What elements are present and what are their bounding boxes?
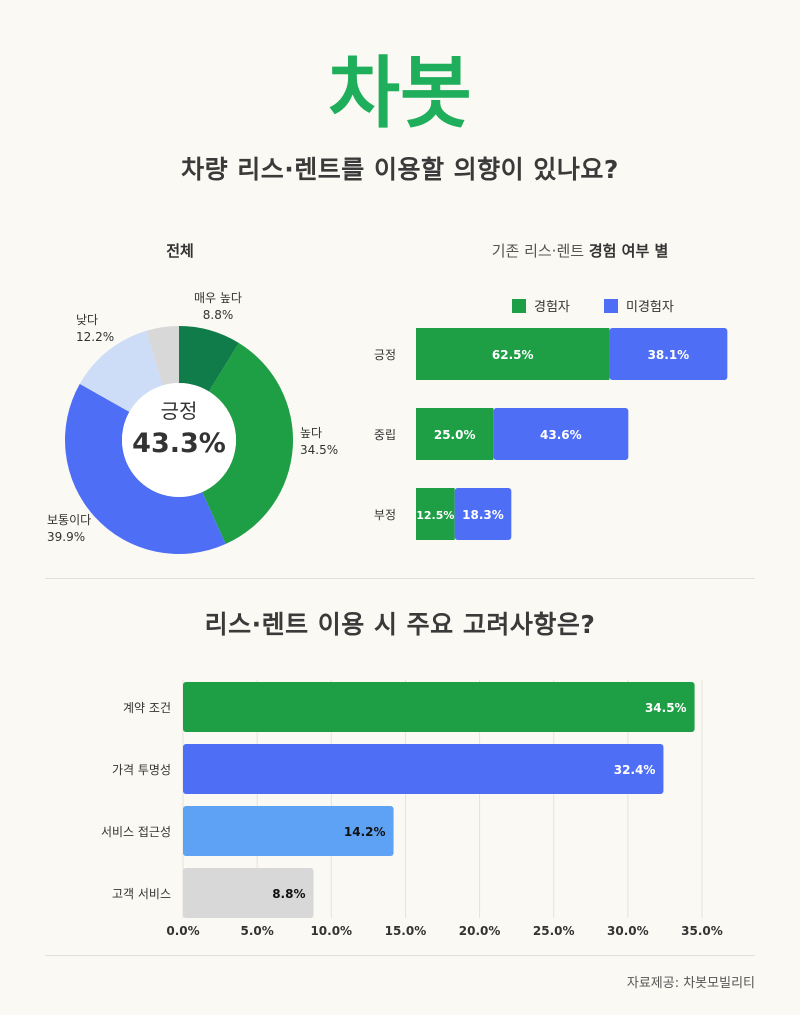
slice-label-low: 낮다 12.2% bbox=[76, 312, 136, 346]
bar-value-label: 18.3% bbox=[462, 508, 504, 522]
bar-value-label: 12.5% bbox=[416, 509, 454, 522]
bar-value-label: 62.5% bbox=[492, 348, 534, 362]
bar-value-label: 34.5% bbox=[645, 701, 687, 715]
category-label: 서비스 접근성 bbox=[101, 825, 171, 839]
donut-center-value: 43.3% bbox=[132, 428, 226, 459]
bar bbox=[183, 744, 664, 794]
donut-chart: 긍정 43.3% bbox=[65, 326, 294, 554]
bar-value-label: 32.4% bbox=[614, 763, 656, 777]
donut-center-label: 긍정 bbox=[161, 399, 198, 423]
category-label: 부정 bbox=[374, 508, 396, 522]
section-divider bbox=[45, 955, 755, 956]
slice-label-text: 낮다 bbox=[76, 313, 99, 327]
bar-value-label: 43.6% bbox=[540, 428, 582, 442]
stacked-chart-title-prefix: 기존 리스·렌트 bbox=[491, 242, 585, 260]
slice-label-very-high: 매우 높다 8.8% bbox=[178, 290, 258, 324]
stacked-bar-segment bbox=[609, 328, 728, 380]
donut-slice-4 bbox=[146, 326, 179, 386]
slice-label-value: 12.2% bbox=[76, 330, 115, 344]
bar-value-label: 14.2% bbox=[344, 825, 386, 839]
x-tick-label: 15.0% bbox=[385, 924, 427, 938]
donut-slice-3 bbox=[79, 330, 163, 412]
stacked-bar-segment bbox=[454, 488, 512, 540]
bar-value-label: 8.8% bbox=[272, 887, 305, 901]
considerations-title: 리스·렌트 이용 시 주요 고려사항은? bbox=[204, 610, 596, 639]
x-tick-label: 35.0% bbox=[681, 924, 723, 938]
source-credit: 자료제공: 차봇모빌리티 bbox=[626, 976, 755, 991]
category-label: 가격 투명성 bbox=[112, 763, 171, 777]
slice-label-text: 보통이다 bbox=[47, 513, 92, 527]
slice-label-value: 8.8% bbox=[202, 308, 234, 322]
x-tick-label: 20.0% bbox=[459, 924, 501, 938]
stacked-bar-chart: 경험자 미경험자 긍정 62.5% 38.1% 중립 25.0% 43.6% 부정 12.5% 1… bbox=[374, 299, 728, 540]
bar bbox=[183, 806, 394, 856]
x-tick-label: 0.0% bbox=[166, 924, 199, 938]
stacked-chart-title-bold: 경험 여부 별 bbox=[588, 242, 669, 260]
x-tick-label: 5.0% bbox=[241, 924, 274, 938]
logo-text: 차봇 bbox=[328, 49, 472, 139]
slice-label-normal: 보통이다 39.9% bbox=[47, 512, 127, 546]
category-label: 중립 bbox=[374, 428, 396, 442]
slice-label-text: 매우 높다 bbox=[194, 291, 242, 305]
legend-swatch-1 bbox=[604, 299, 618, 313]
stacked-bar-segment bbox=[416, 328, 610, 380]
considerations-bar-chart: 계약 조건 34.5% 가격 투명성 32.4% 서비스 접근성 14.2% 고객 서비스 8… bbox=[101, 680, 723, 938]
slice-label-value: 34.5% bbox=[300, 443, 339, 457]
category-label: 긍정 bbox=[374, 348, 396, 362]
x-tick-label: 25.0% bbox=[533, 924, 575, 938]
legend-swatch-0 bbox=[512, 299, 526, 313]
x-tick-label: 10.0% bbox=[310, 924, 352, 938]
category-label: 고객 서비스 bbox=[112, 887, 171, 901]
slice-label-text: 높다 bbox=[300, 426, 323, 440]
legend-label-1: 미경험자 bbox=[626, 300, 674, 315]
donut-slice-0 bbox=[179, 326, 239, 392]
bar-value-label: 25.0% bbox=[434, 428, 476, 442]
survey-question-title: 차량 리스·렌트를 이용할 의향이 있나요? bbox=[181, 155, 619, 184]
donut-slice-2 bbox=[65, 383, 226, 554]
stacked-bar-segment bbox=[493, 408, 629, 460]
chabot-logo: 차봇 bbox=[328, 49, 472, 139]
donut-chart-title: 전체 bbox=[166, 242, 194, 260]
stacked-bar-segment bbox=[416, 488, 455, 540]
bar bbox=[183, 682, 695, 732]
donut-slice-1 bbox=[202, 342, 294, 545]
legend-label-0: 경험자 bbox=[534, 300, 570, 315]
bar bbox=[183, 868, 314, 918]
slice-label-high: 높다 34.5% bbox=[300, 425, 360, 459]
slice-label-value: 39.9% bbox=[47, 530, 86, 544]
chart-legend: 경험자 미경험자 bbox=[512, 299, 674, 315]
stacked-bar-segment bbox=[416, 408, 494, 460]
bar-value-label: 38.1% bbox=[648, 348, 690, 362]
category-label: 계약 조건 bbox=[123, 700, 171, 715]
x-tick-label: 30.0% bbox=[607, 924, 649, 938]
section-divider bbox=[45, 578, 755, 579]
stacked-chart-title: 기존 리스·렌트 경험 여부 별 bbox=[400, 240, 760, 261]
